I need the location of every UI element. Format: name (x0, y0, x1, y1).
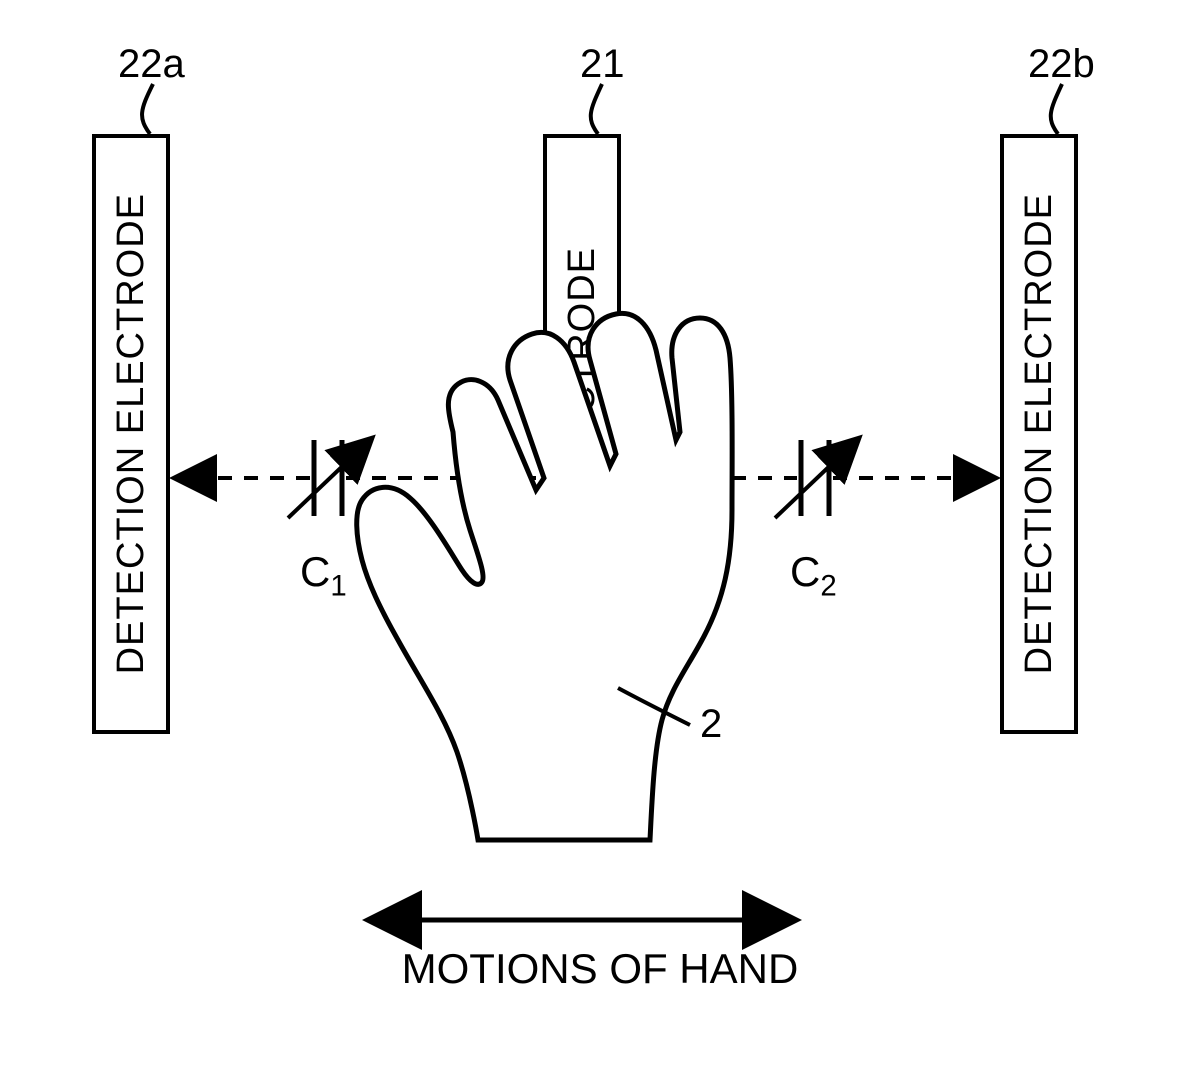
leader-21 (591, 84, 602, 134)
motion-label: MOTIONS OF HAND (400, 945, 800, 993)
leader-22b (1051, 84, 1062, 134)
leader-22a (142, 84, 153, 134)
hand-icon (357, 313, 732, 840)
c1-label: C1 (300, 548, 347, 603)
c2-label: C2 (790, 548, 837, 603)
diagram-canvas: DETECTION ELECTRODE 22a DRIVE ELECTRODE … (0, 0, 1185, 1068)
ref-2: 2 (700, 702, 722, 747)
overlay-svg (0, 0, 1185, 1068)
